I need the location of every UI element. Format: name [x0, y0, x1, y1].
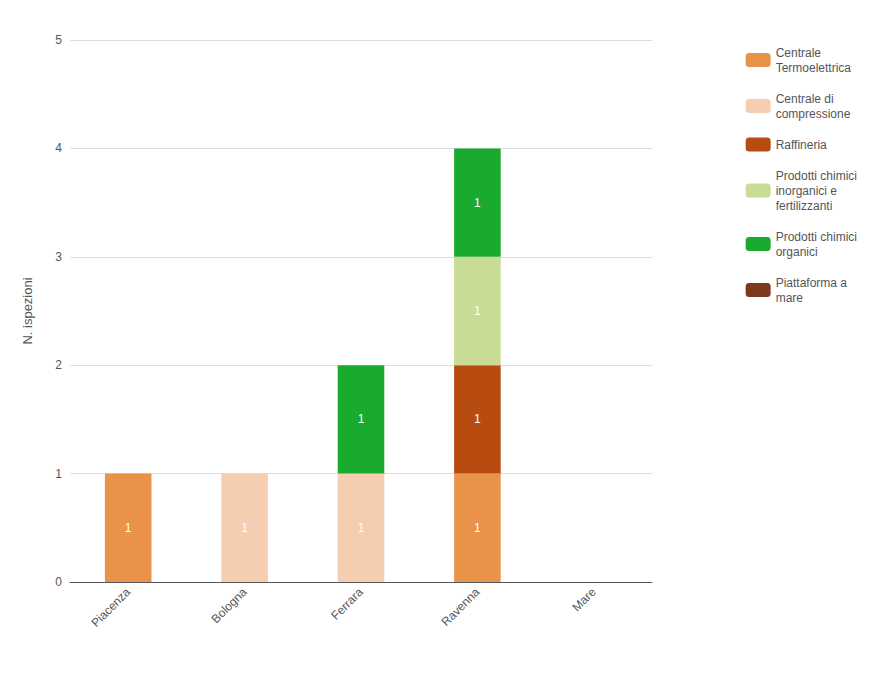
svg-text:1: 1: [125, 521, 132, 535]
svg-text:1: 1: [474, 521, 481, 535]
svg-text:Piattaforma a: Piattaforma a: [776, 276, 848, 290]
svg-text:compressione: compressione: [776, 107, 851, 121]
svg-text:Centrale di: Centrale di: [776, 92, 834, 106]
svg-text:Ravenna: Ravenna: [439, 585, 483, 629]
svg-text:Centrale: Centrale: [776, 46, 822, 60]
svg-text:1: 1: [55, 467, 62, 481]
svg-text:inorganici e: inorganici e: [776, 184, 838, 198]
svg-text:Termoelettrica: Termoelettrica: [776, 61, 852, 75]
svg-text:5: 5: [55, 33, 62, 47]
svg-text:2: 2: [55, 358, 62, 372]
svg-text:fertilizzanti: fertilizzanti: [776, 199, 833, 213]
svg-text:1: 1: [474, 412, 481, 426]
svg-text:1: 1: [474, 304, 481, 318]
svg-text:1: 1: [241, 521, 248, 535]
svg-text:Bologna: Bologna: [209, 585, 250, 626]
svg-text:Prodotti chimici: Prodotti chimici: [776, 230, 857, 244]
svg-text:Prodotti chimici: Prodotti chimici: [776, 169, 857, 183]
svg-text:0: 0: [55, 575, 62, 589]
svg-text:1: 1: [358, 412, 365, 426]
svg-text:Raffineria: Raffineria: [776, 138, 827, 152]
svg-text:Ferrara: Ferrara: [328, 585, 366, 623]
svg-text:organici: organici: [776, 245, 818, 259]
svg-text:1: 1: [474, 196, 481, 210]
svg-text:Mare: Mare: [570, 585, 599, 614]
svg-text:1: 1: [358, 521, 365, 535]
svg-text:N. ispezioni: N. ispezioni: [20, 277, 35, 344]
svg-text:mare: mare: [776, 291, 804, 305]
svg-text:3: 3: [55, 250, 62, 264]
svg-text:Piacenza: Piacenza: [88, 585, 133, 630]
svg-text:4: 4: [55, 141, 62, 155]
